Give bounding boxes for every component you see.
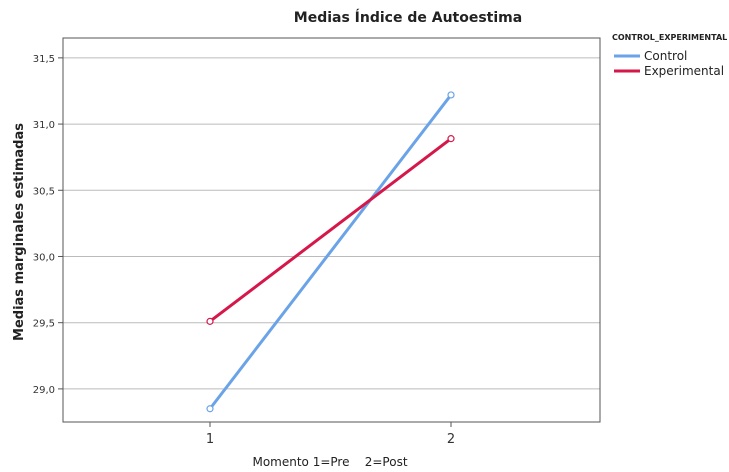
y-tick-labels: 29,0 29,5 30,0 30,5 31,0 31,5 [33,54,63,396]
plot-frame [62,37,601,423]
y-tick-label-5: 31,5 [33,54,55,65]
data-point-experimental-0 [206,317,214,325]
x-tick-label-1: 2 [447,432,455,447]
data-point-control-1 [447,91,455,99]
grid-lines [63,57,600,390]
x-axis-label: Momento 1=Pre 2=Post [252,455,407,469]
y-tick-label-0: 29,0 [33,385,55,396]
series-lines [206,91,455,413]
y-tick-label-2: 30,0 [33,252,55,263]
y-tick-label-4: 31,0 [33,120,55,131]
data-point-experimental-1 [447,135,455,143]
x-tick-label-0: 1 [206,432,214,447]
series-line-control [208,93,453,411]
data-point-control-0 [206,405,214,413]
y-tick-label-3: 30,5 [33,186,55,197]
chart-title: Medias Índice de Autoestima [294,9,522,26]
legend-title: CONTROL_EXPERIMENTAL [612,33,727,42]
legend-label-experimental: Experimental [644,64,724,78]
y-axis-label: Medias marginales estimadas [12,123,27,341]
y-tick-label-1: 29,5 [33,319,55,330]
series-line-experimental [208,137,453,323]
legend-label-control: Control [644,49,687,63]
